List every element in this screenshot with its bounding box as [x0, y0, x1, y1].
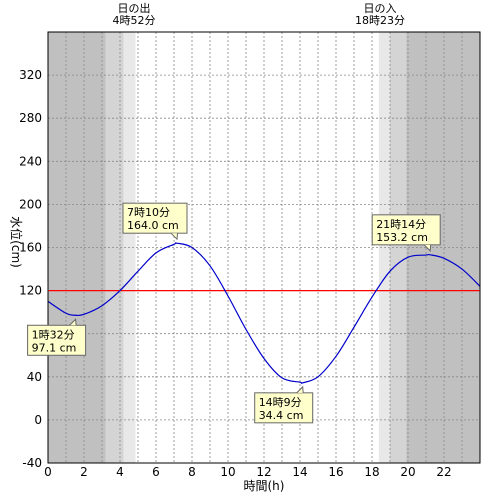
callout-box — [254, 392, 314, 424]
callout-value: 153.2 cm — [376, 231, 428, 244]
x-tick-label: 18 — [364, 465, 379, 479]
sunset-label: 日の入 — [364, 2, 397, 15]
callout-box — [122, 202, 188, 234]
night-band — [406, 32, 480, 463]
plot-frame — [47, 31, 481, 464]
y-tick-label: 280 — [19, 111, 42, 125]
y-tick-label: -40 — [22, 456, 42, 470]
callout-value: 97.1 cm — [32, 341, 77, 354]
y-tick-label: 320 — [19, 68, 42, 82]
x-tick-label: 10 — [220, 465, 235, 479]
x-tick-label: 4 — [116, 465, 124, 479]
x-tick-label: 0 — [44, 465, 52, 479]
x-tick-label: 16 — [328, 465, 343, 479]
x-tick-labels: 0 2 4 6 8 10 12 14 16 18 20 22 — [44, 465, 451, 479]
x-tick-label: 2 — [80, 465, 88, 479]
callout-box — [27, 324, 87, 356]
sun-labels: 日の出 4時52分 日の入 18時23分 — [113, 1, 406, 27]
y-tick-label: 160 — [19, 241, 42, 255]
y-tick-label: 120 — [19, 284, 42, 298]
callout-time: 14時9分 — [259, 396, 302, 409]
x-tick-label: 22 — [436, 465, 451, 479]
callout-pointer — [69, 318, 77, 326]
x-tick-label: 6 — [152, 465, 160, 479]
x-tick-label: 8 — [188, 465, 196, 479]
sunset-time: 18時23分 — [355, 14, 405, 27]
callout-value: 34.4 cm — [259, 409, 304, 422]
y-tick-labels: -4004080120160200240280320 — [19, 68, 42, 470]
callout-pointer — [296, 385, 304, 394]
sunrise-time: 4時52分 — [113, 14, 156, 27]
x-tick-label: 14 — [292, 465, 307, 479]
callout-value: 164.0 cm — [127, 219, 179, 232]
x-axis-label: 時間(h) — [244, 479, 285, 493]
y-tick-label: 200 — [19, 197, 42, 211]
x-tick-label: 20 — [400, 465, 415, 479]
day-night-background — [48, 32, 480, 463]
callout-pointer — [423, 244, 432, 252]
callout-time: 7時10分 — [127, 206, 170, 219]
y-tick-label: 40 — [27, 370, 42, 384]
series-layer — [47, 242, 481, 384]
y-tick-label: 0 — [34, 413, 42, 427]
y-axis-label: 水位(cm) — [9, 216, 24, 268]
x-tick-label: 12 — [256, 465, 271, 479]
tide-series-line — [47, 242, 481, 384]
sunrise-label: 日の出 — [118, 1, 151, 15]
callout-pointer — [170, 232, 179, 241]
y-tick-label: 240 — [19, 154, 42, 168]
callout-time: 1時32分 — [32, 328, 75, 341]
twilight-band — [390, 32, 407, 463]
callout-box — [371, 214, 441, 246]
callout-time: 21時14分 — [376, 218, 426, 231]
twilight-band — [105, 32, 124, 463]
